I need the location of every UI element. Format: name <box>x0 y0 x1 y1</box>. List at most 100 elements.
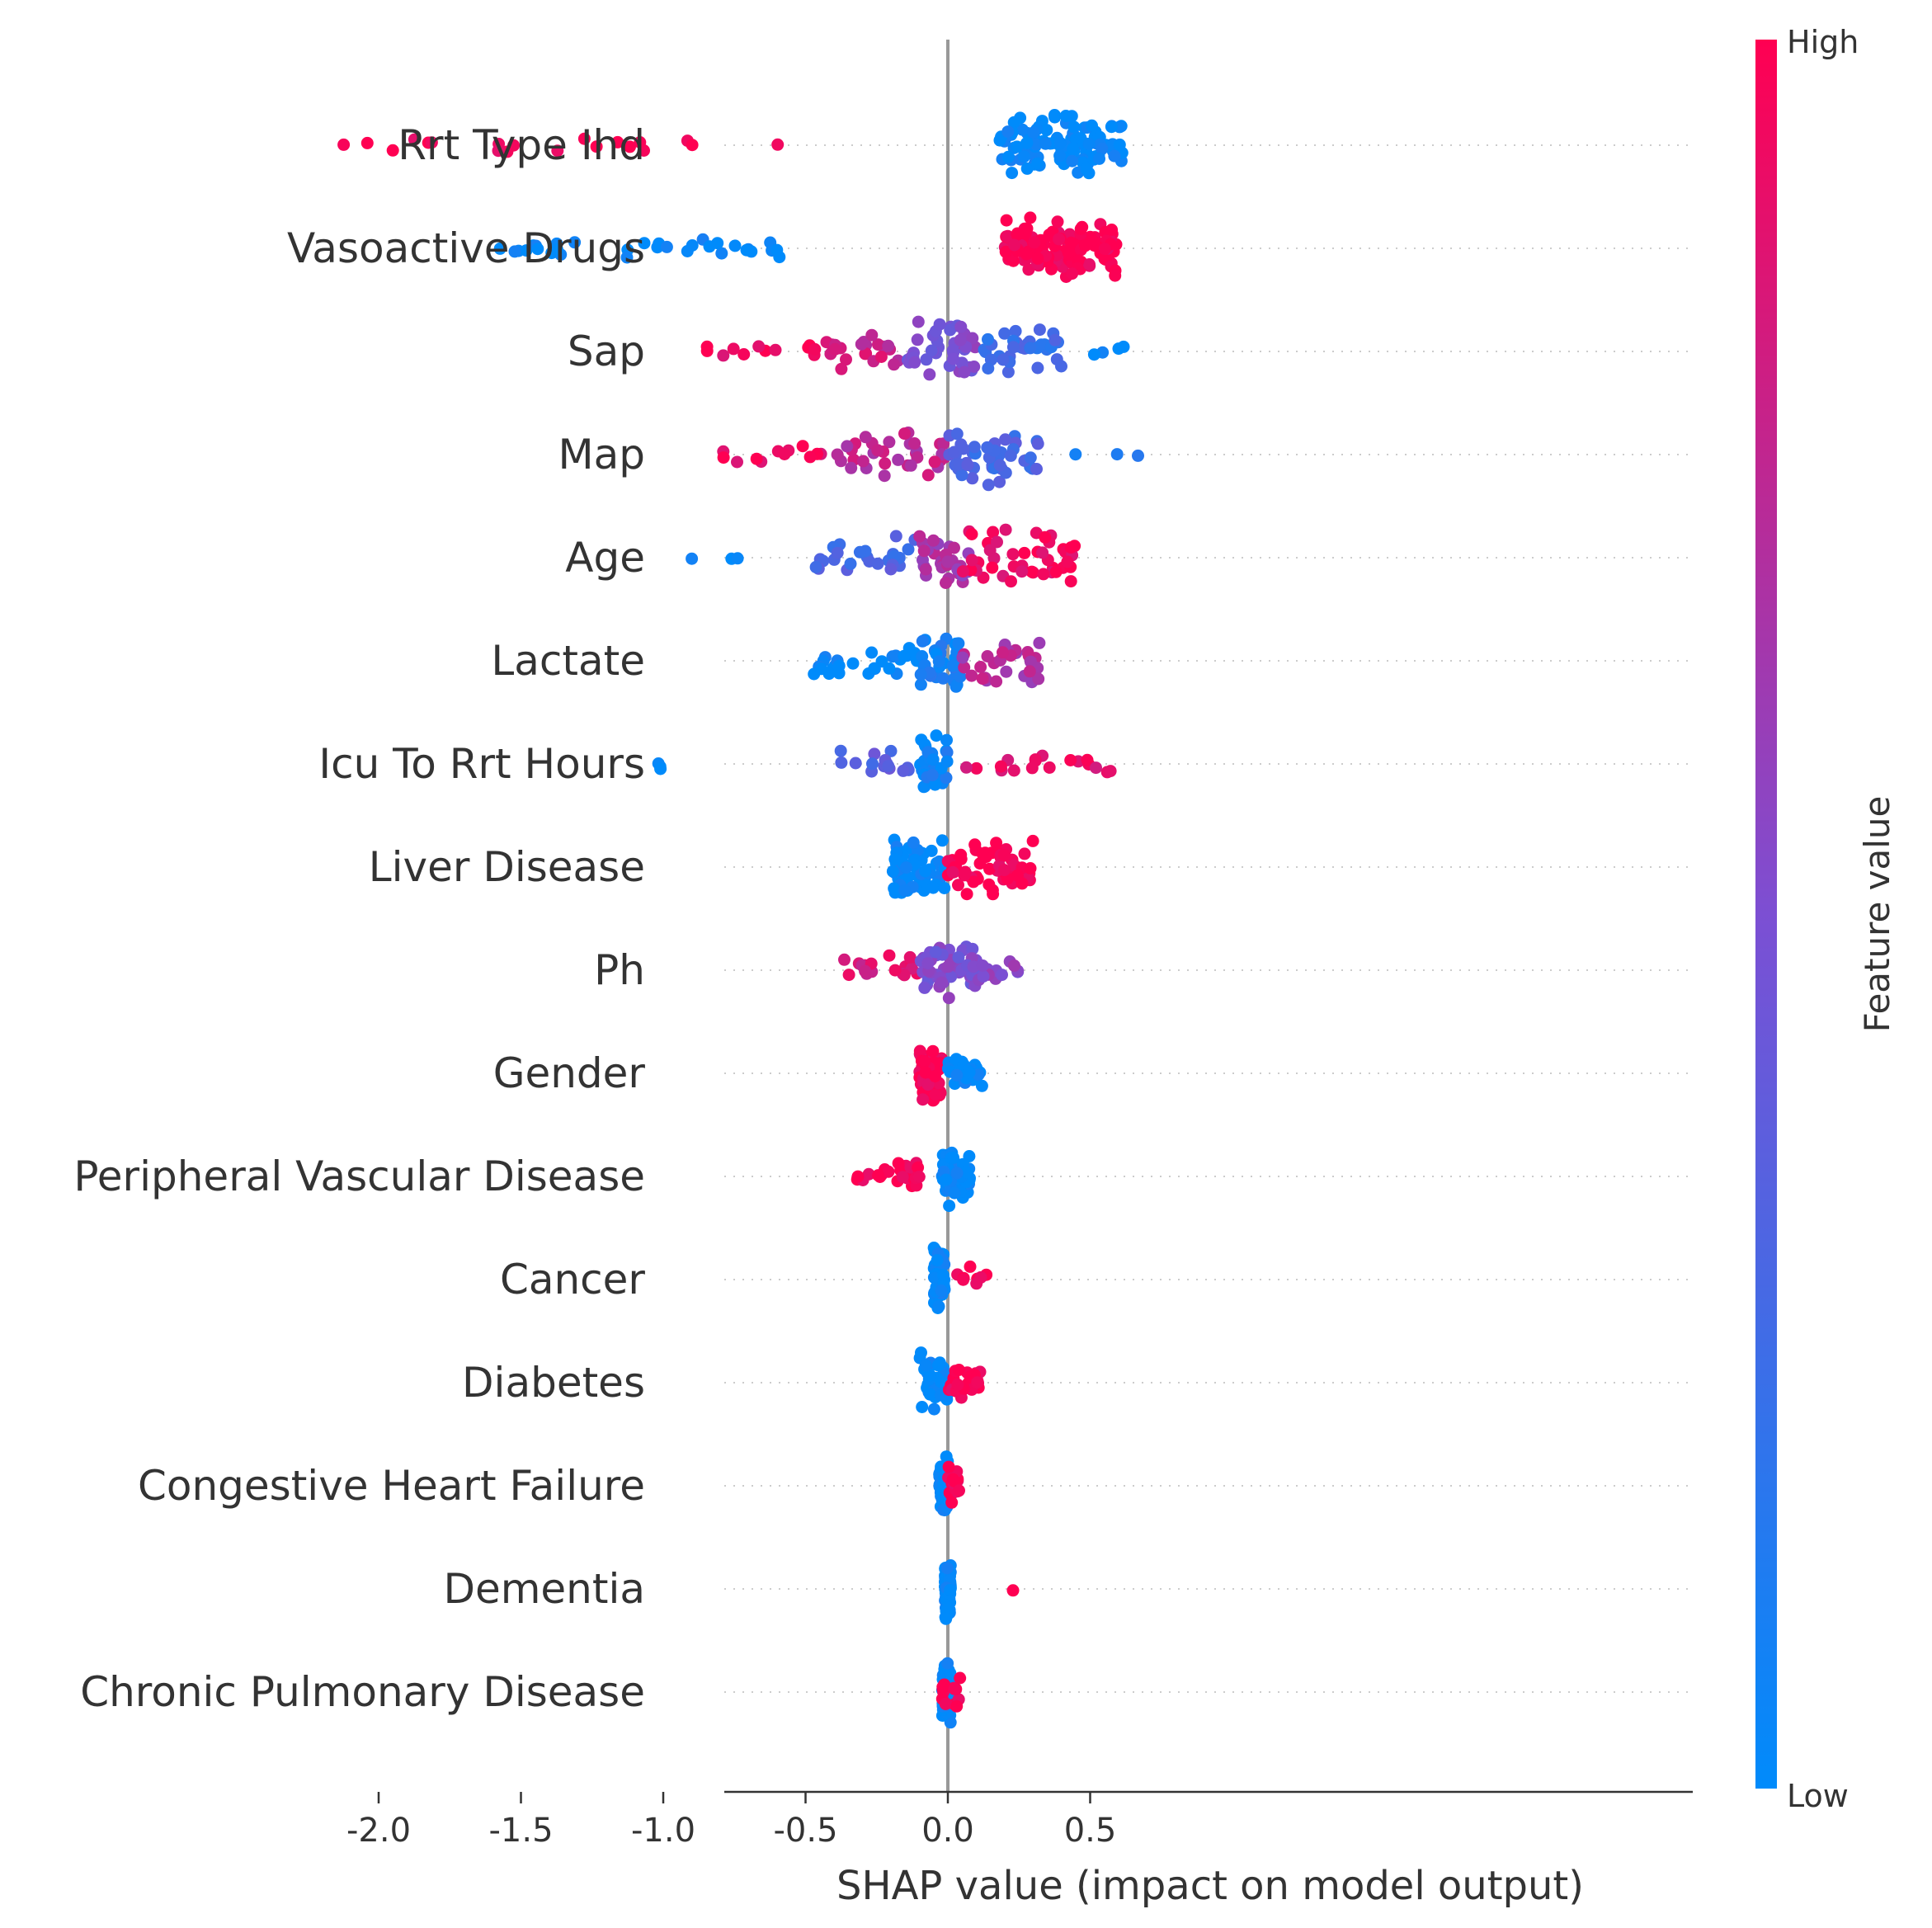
shap-point <box>968 361 981 373</box>
shap-point <box>904 459 917 472</box>
shap-point <box>1000 665 1013 678</box>
shap-point <box>1104 765 1117 778</box>
shap-point <box>386 144 399 157</box>
shap-point <box>924 1369 936 1382</box>
shap-point <box>868 662 881 675</box>
shap-point <box>941 1657 954 1670</box>
shap-point <box>946 865 959 879</box>
row-gridlines <box>724 144 1693 1693</box>
feature-label: Peripheral Vascular Disease <box>73 1153 645 1200</box>
shap-point <box>871 444 884 457</box>
shap-point <box>1086 119 1098 132</box>
points-layer <box>337 109 1144 1729</box>
shap-point <box>947 352 960 365</box>
shap-point <box>1039 530 1052 544</box>
shap-point <box>840 353 852 366</box>
shap-point <box>967 875 980 889</box>
shap-point <box>1024 862 1037 874</box>
shap-point <box>1024 342 1037 355</box>
shap-point <box>337 138 351 151</box>
shap-point <box>999 245 1012 258</box>
feature-label: Dementia <box>443 1565 645 1613</box>
shap-point <box>872 1169 885 1182</box>
shap-point <box>715 247 728 260</box>
shap-point <box>931 1359 945 1372</box>
shap-point <box>1049 565 1063 578</box>
shap-point <box>1069 448 1082 461</box>
shap-point <box>1081 753 1094 766</box>
shap-point <box>1025 761 1039 775</box>
shap-point <box>954 333 967 346</box>
shap-point <box>1004 449 1017 462</box>
shap-point <box>770 243 784 257</box>
shap-point <box>884 744 898 757</box>
shap-point <box>865 328 879 342</box>
shap-point <box>925 344 938 357</box>
shap-point <box>1015 123 1029 136</box>
feature-labels: Rrt Type Ihd Vasoactive Drugs Sap Map Age Lac… <box>73 121 645 1716</box>
shap-point <box>796 440 809 453</box>
shap-point <box>993 475 1006 488</box>
shap-point <box>717 349 730 362</box>
shap-point <box>945 970 958 983</box>
feature-label: Icu To Rrt Hours <box>318 740 645 788</box>
shap-point <box>1040 124 1053 137</box>
shap-point <box>590 140 603 153</box>
shap-point <box>888 358 901 371</box>
shap-point <box>835 362 848 375</box>
shap-point <box>941 960 954 973</box>
shap-point <box>942 1460 955 1473</box>
colorbar-gradient <box>1755 40 1777 1789</box>
shap-point <box>974 661 987 673</box>
shap-point <box>882 339 895 352</box>
shap-point <box>943 1200 956 1213</box>
shap-point <box>531 243 544 256</box>
feature-label: Cancer <box>500 1256 645 1303</box>
shap-point <box>951 1378 964 1391</box>
shap-point <box>977 970 990 983</box>
shap-point <box>1066 154 1079 167</box>
shap-point <box>1001 365 1015 379</box>
shap-point <box>975 1079 988 1092</box>
shap-point <box>1001 125 1015 139</box>
shap-point <box>993 459 1006 472</box>
shap-point <box>930 729 943 742</box>
shap-point <box>898 884 912 897</box>
shap-point <box>1031 157 1044 170</box>
shap-point <box>926 881 940 894</box>
shap-point <box>966 472 979 485</box>
shap-point <box>851 1170 865 1183</box>
shap-point <box>1066 267 1079 280</box>
shap-point <box>878 469 891 483</box>
shap-point <box>1009 324 1022 337</box>
shap-point <box>907 836 920 849</box>
shap-point <box>935 834 949 847</box>
shap-point <box>1098 243 1111 256</box>
shap-point <box>987 526 1000 539</box>
shap-point <box>916 634 929 648</box>
shap-point <box>982 332 994 346</box>
shap-point <box>831 448 844 461</box>
shap-point <box>728 239 742 252</box>
shap-point <box>737 348 751 361</box>
shap-point <box>1088 239 1101 252</box>
shap-point <box>923 1388 936 1401</box>
shap-point <box>717 451 730 464</box>
shap-point <box>939 1698 952 1710</box>
shap-point <box>634 136 647 148</box>
shap-point <box>831 546 844 559</box>
shap-point <box>923 368 936 381</box>
shap-point <box>425 136 438 149</box>
shap-point <box>1087 348 1100 361</box>
x-axis-label: SHAP value (impact on model output) <box>836 1863 1584 1909</box>
shap-point <box>700 344 714 357</box>
shap-point <box>967 960 980 973</box>
shap-point <box>1020 136 1034 149</box>
shap-point <box>550 243 563 256</box>
shap-point <box>1030 463 1043 475</box>
x-axis: -2.0 -1.5 -1.0 -0.5 0.0 0.5 <box>346 1790 1693 1850</box>
shap-point <box>1108 149 1121 163</box>
shap-point <box>1079 239 1092 252</box>
shap-point <box>884 563 898 576</box>
shap-point <box>888 964 902 977</box>
